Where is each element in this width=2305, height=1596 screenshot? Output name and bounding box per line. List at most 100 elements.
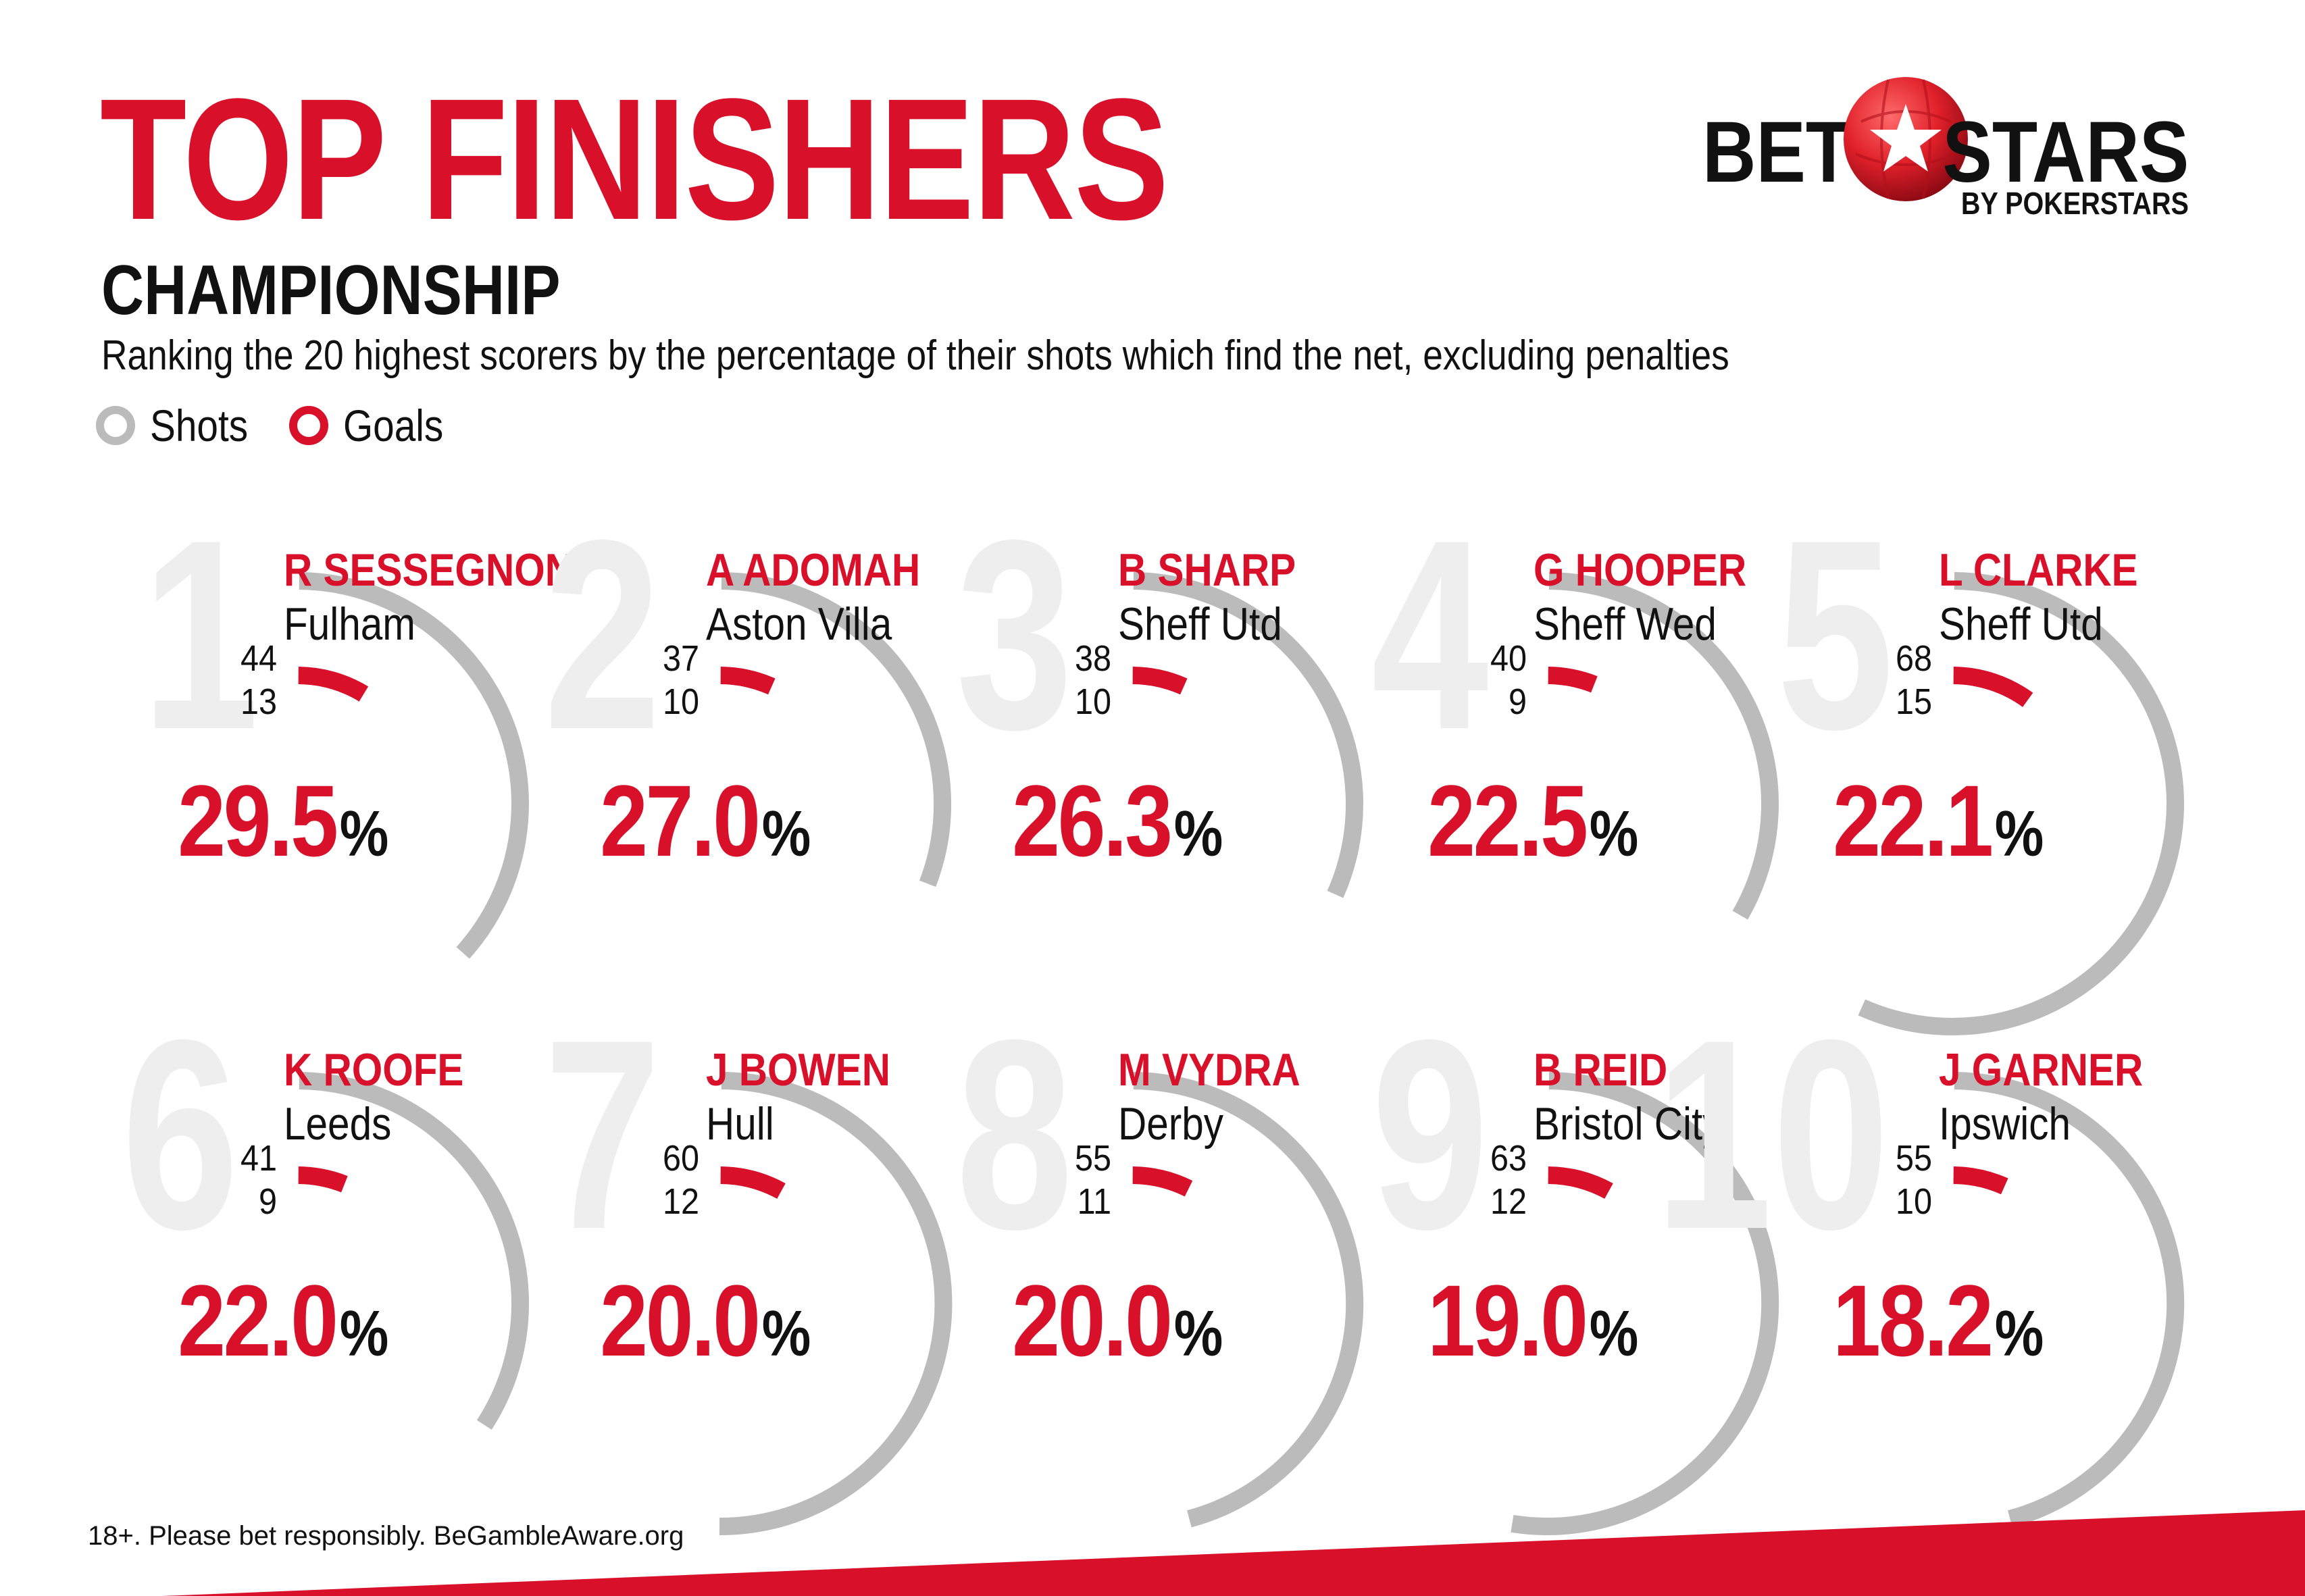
rank-numeral: 7 [544,983,661,1285]
gauge-chart [298,572,529,959]
goals-value: 9 [258,1181,277,1222]
player-name: J GARNER [1939,1044,2144,1096]
percent-symbol: % [339,1297,388,1370]
player-club: Bristol City [1534,1098,1723,1150]
rank-numeral: 3 [956,484,1073,786]
player-name: R SESSEGNON [284,544,574,596]
goals-value: 11 [1077,1181,1111,1222]
player-name: M VYDRA [1118,1044,1300,1096]
shots-arc [299,572,529,959]
goals-arc [298,667,369,702]
logo-text-right: STARS [1942,104,2189,201]
gauge-chart [1511,1072,1779,1535]
percentage-value: 20.0 [1011,1264,1173,1377]
percentage-value: 26.3 [1011,764,1173,877]
gauge-chart [298,1072,529,1430]
player-club: Derby [1118,1098,1223,1150]
shots-arc [1548,572,1779,920]
conversion-percentage: 26.3% [1012,770,1223,871]
goals-value: 13 [240,681,277,722]
shots-value: 44 [240,638,277,679]
goals-arc [720,667,776,695]
percent-symbol: % [1994,1297,2044,1370]
shots-value: 41 [240,1138,277,1179]
goals-value: 12 [662,1181,699,1222]
percentage-value: 22.1 [1832,764,1994,877]
football-star-icon [1844,77,1968,201]
description: Ranking the 20 highest scorers by the pe… [101,332,1729,379]
percentage-value: 20.0 [599,1264,761,1377]
percentage-value: 18.2 [1832,1264,1994,1377]
shots-value: 55 [1895,1138,1932,1179]
percentage-value: 29.5 [177,764,338,877]
shots-value: 38 [1074,638,1111,679]
percent-symbol: % [1994,798,2044,870]
rank-numeral: 10 [1655,983,1890,1285]
player-name: J BOWEN [706,1044,890,1096]
logo-text-left: BET [1702,104,1852,201]
player-club: Hull [706,1098,774,1150]
percent-symbol: % [761,1297,811,1370]
goals-arc [1548,1166,1613,1200]
shots-arc [1133,572,1363,898]
shots-arc [1511,1072,1779,1535]
player-name: L CLARKE [1939,544,2138,596]
logo-subtext: BY POKERSTARS [1960,186,2189,221]
goals-arc [1548,667,1598,693]
page-title: TOP FINISHERS [100,63,1169,256]
shots-arc [299,1072,529,1430]
rank-numeral: 9 [1371,983,1489,1285]
shots-value: 68 [1895,638,1932,679]
gauge-chart [1953,1072,2185,1528]
percentage-value: 27.0 [599,764,761,877]
percent-symbol: % [339,798,388,870]
shots-value: 63 [1490,1138,1527,1179]
conversion-percentage: 22.5% [1427,770,1638,871]
gauge-chart [1858,572,2184,1035]
goals-arc [1132,1166,1193,1197]
goals-value: 10 [1074,681,1111,722]
rank-numeral: 2 [544,484,661,786]
player-name: K ROOFE [284,1044,464,1096]
conversion-percentage: 22.1% [1833,770,2044,871]
percentage-value: 22.5 [1427,764,1588,877]
player-club: Leeds [284,1098,392,1150]
legend-goals-label: Goals [343,401,444,451]
gauge-chart [1548,572,1779,920]
legend-goals: Goals [289,398,459,453]
goals-arc [1953,1166,2008,1195]
player-club: Sheff Wed [1534,598,1717,650]
player-club: Sheff Utd [1118,598,1282,650]
goals-value: 12 [1490,1181,1527,1222]
player-card: 1 R SESSEGNON Fulham 44 13 29.5% [142,500,574,973]
logo: BET STARS BY POKERSTARS [1702,74,2189,230]
shots-value: 60 [662,1138,699,1179]
rank-numeral: 5 [1777,484,1894,786]
conversion-percentage: 27.0% [600,770,811,871]
legend-shots: Shots [96,398,264,453]
shots-arc [1954,1072,2185,1528]
shots-value: 37 [662,638,699,679]
conversion-percentage: 19.0% [1427,1270,1638,1371]
rank-numeral: 8 [956,983,1073,1285]
percent-symbol: % [1173,798,1223,870]
shots-arc [1133,1072,1364,1528]
percentage-value: 22.0 [177,1264,338,1377]
percent-symbol: % [1589,1297,1638,1370]
league-subtitle: CHAMPIONSHIP [101,251,561,330]
rank-numeral: 4 [1371,484,1489,786]
conversion-percentage: 20.0% [1012,1270,1223,1371]
player-name: B SHARP [1118,544,1296,596]
shots-arc [721,572,952,887]
goals-arc [298,1166,348,1193]
percentage-value: 19.0 [1427,1264,1588,1377]
goals-value: 15 [1895,681,1932,722]
